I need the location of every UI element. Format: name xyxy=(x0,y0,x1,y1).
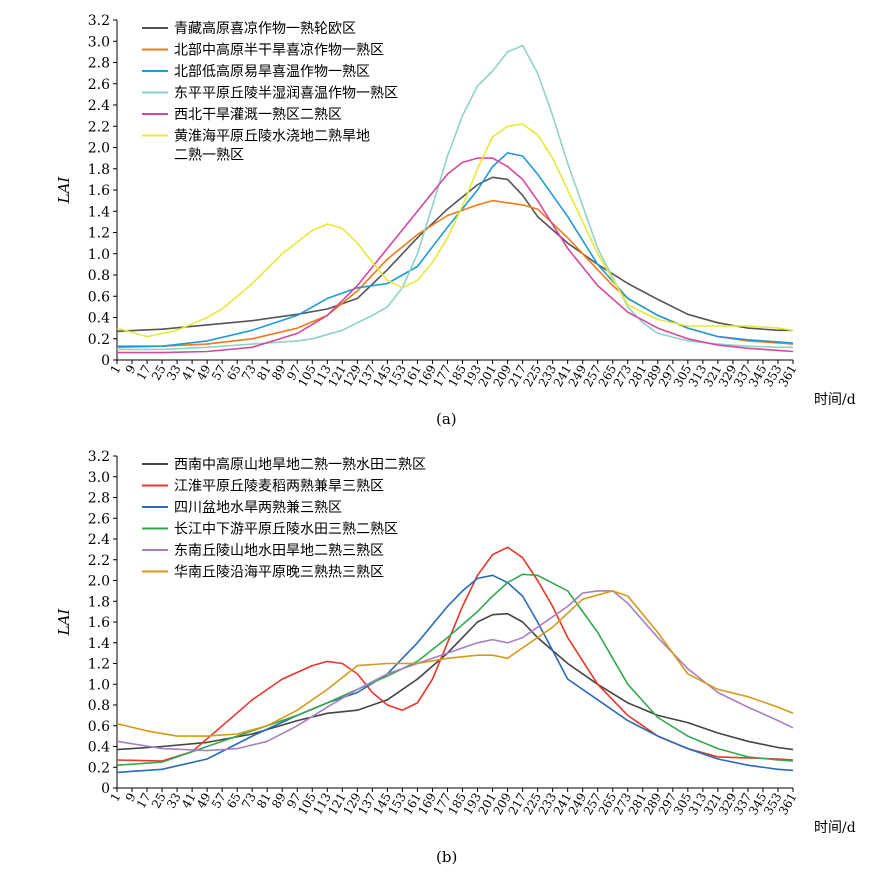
series-line xyxy=(116,123,794,338)
y-tick-label: 1.8 xyxy=(88,594,110,610)
y-tick-label: 0 xyxy=(101,353,110,369)
y-tick-label: 0.2 xyxy=(88,332,110,348)
legend-entry-label: 长江中下游平原丘陵水田三熟二熟区 xyxy=(174,522,398,538)
y-axis-label: LAI xyxy=(55,608,73,637)
x-tick-label: 25 xyxy=(149,791,169,811)
series-line xyxy=(116,612,794,751)
x-tick-label: 89 xyxy=(269,363,289,383)
series-line xyxy=(116,590,794,737)
x-tick-label: 33 xyxy=(164,791,184,811)
series-line xyxy=(117,157,794,354)
series-line xyxy=(116,590,794,752)
y-axis-label: LAI xyxy=(55,176,73,205)
y-tick-label: 1.0 xyxy=(88,247,110,263)
y-tick-label: 2.4 xyxy=(88,98,110,114)
y-tick-label: 0 xyxy=(101,781,110,797)
y-tick-label: 0.6 xyxy=(88,719,110,735)
x-tick-label: 73 xyxy=(239,791,259,811)
chart-panel-b: 0 0.2 0.4 0.6 0.8 1.0 1.2 1.4 1.6 1.8 2.0 2.2 2.4 2.6… xyxy=(55,449,856,836)
y-tick-label: 1.6 xyxy=(88,615,110,631)
panel-label-b: (b) xyxy=(436,848,458,866)
legend-entry-label: 西南中高原山地旱地二熟一熟水田二熟区 xyxy=(174,456,426,473)
x-tick-label: 57 xyxy=(209,363,229,383)
y-tick-label: 2.6 xyxy=(88,77,110,93)
y-tick-label: 2.8 xyxy=(88,491,110,507)
x-tick-label: 89 xyxy=(269,791,289,811)
x-tick-label: 361 xyxy=(776,363,800,390)
y-tick-label: 0.6 xyxy=(88,289,110,305)
legend-entry-label: 华南丘陵沿海平原晚三熟热三熟区 xyxy=(174,565,384,581)
series-line xyxy=(117,152,794,348)
x-tick-label: 41 xyxy=(179,363,199,383)
x-tick-label: 17 xyxy=(134,791,154,811)
x-tick-label: 17 xyxy=(134,363,154,383)
y-tick-label: 0.4 xyxy=(88,740,110,756)
x-tick-label: 1 xyxy=(108,791,124,805)
x-tick-label: 97 xyxy=(284,363,304,383)
x-tick-label: 25 xyxy=(149,363,169,383)
legend-entry-label: 东平平原丘陵半湿润喜温作物一熟区 xyxy=(174,86,398,102)
y-tick-label: 2.2 xyxy=(88,119,110,135)
y-tick-label: 1.2 xyxy=(88,226,110,242)
y-tick-label: 1.0 xyxy=(88,677,110,693)
y-tick-label: 2.8 xyxy=(88,56,110,72)
y-tick-label: 3.2 xyxy=(88,13,110,29)
y-tick-label: 0.4 xyxy=(88,311,110,327)
x-tick-label: 33 xyxy=(164,363,184,383)
legend-entry-label: 东南丘陵山地水田旱地二熟三熟区 xyxy=(174,543,384,559)
x-tick-label: 97 xyxy=(284,791,304,811)
y-tick-label: 1.2 xyxy=(88,657,110,673)
y-tick-label: 0.8 xyxy=(88,698,110,714)
y-tick-label: 0.2 xyxy=(88,760,110,776)
x-axis-label: 时间/d xyxy=(814,820,856,836)
x-tick-label: 57 xyxy=(209,791,229,811)
x-tick-label: 361 xyxy=(776,791,800,818)
y-tick-label: 1.6 xyxy=(88,183,110,199)
y-tick-label: 1.4 xyxy=(88,204,110,220)
y-tick-label: 2.0 xyxy=(88,574,110,590)
legend-entry-label: 二熟一熟区 xyxy=(174,148,244,164)
legend-entry-label: 黄淮海平原丘陵水浇地二熟旱地 xyxy=(174,128,370,145)
series-line xyxy=(116,176,793,333)
y-tick-label: 2.2 xyxy=(88,553,110,569)
legend-entry-label: 青藏高原喜凉作物一熟轮欧区 xyxy=(174,20,356,37)
series-line xyxy=(116,573,794,766)
y-tick-label: 3.2 xyxy=(88,449,110,465)
legend-entry-label: 北部中高原半干旱喜凉作物一熟区 xyxy=(174,42,384,59)
legend-entry-label: 北部低高原易旱喜温作物一熟区 xyxy=(174,63,370,80)
y-tick-label: 2.4 xyxy=(88,532,110,548)
y-tick-label: 3.0 xyxy=(88,34,110,50)
x-tick-label: 73 xyxy=(239,363,259,383)
x-tick-label: 41 xyxy=(179,791,199,811)
chart-panel-a: 0 0.2 0.4 0.6 0.8 1.0 1.2 1.4 1.6 1.8 2.0 2.2 2.4 2.6… xyxy=(55,13,856,408)
y-tick-label: 1.4 xyxy=(88,636,110,652)
series-line xyxy=(117,44,793,351)
y-tick-label: 2.6 xyxy=(88,511,110,527)
x-tick-label: 49 xyxy=(194,363,214,383)
legend-entry-label: 西北干旱灌溉一熟区二熟区 xyxy=(174,107,342,123)
legend-entry-label: 江淮平原丘陵麦稻两熟兼旱三熟区 xyxy=(174,479,384,495)
y-tick-label: 2.0 xyxy=(88,141,110,157)
y-tick-label: 0.8 xyxy=(88,268,110,284)
x-axis-label: 时间/d xyxy=(814,392,856,408)
legend-entry-label: 四川盆地水旱两熟兼三熟区 xyxy=(174,500,342,516)
panel-label-a: (a) xyxy=(436,410,457,428)
y-tick-label: 1.8 xyxy=(88,162,110,178)
x-tick-label: 65 xyxy=(224,791,244,811)
y-tick-label: 3.0 xyxy=(88,470,110,486)
x-tick-label: 81 xyxy=(254,791,274,811)
x-tick-label: 1 xyxy=(108,363,124,377)
x-tick-label: 49 xyxy=(194,791,214,811)
x-tick-label: 65 xyxy=(224,363,244,383)
x-tick-label: 81 xyxy=(254,363,274,383)
